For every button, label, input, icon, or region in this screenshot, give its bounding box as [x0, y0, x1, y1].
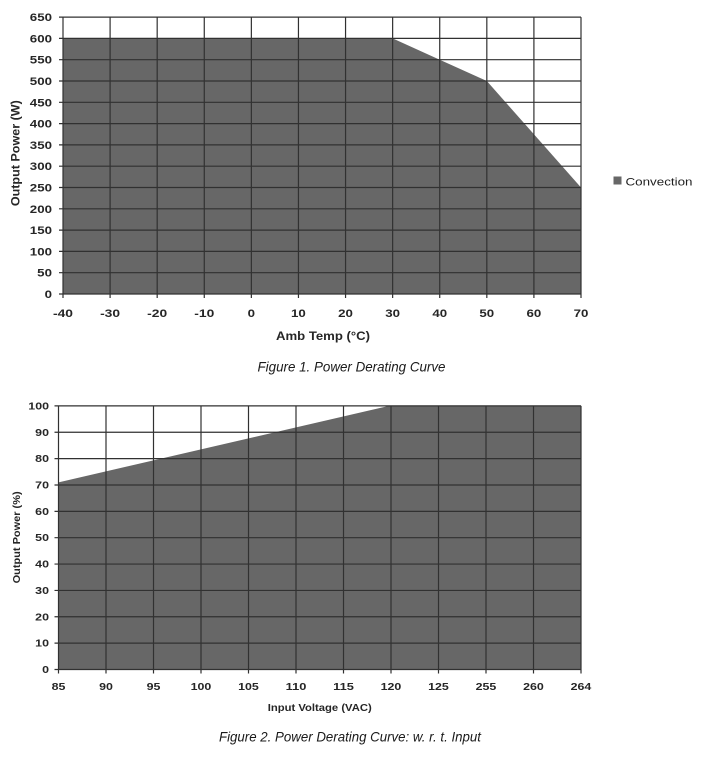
svg-text:90: 90 — [35, 428, 49, 439]
svg-text:Figure 1. Power Derating Curve: Figure 1. Power Derating Curve — [258, 359, 446, 375]
svg-text:300: 300 — [30, 161, 52, 173]
svg-text:100: 100 — [30, 246, 52, 258]
svg-text:250: 250 — [30, 183, 52, 195]
svg-text:30: 30 — [385, 308, 400, 320]
svg-text:150: 150 — [30, 225, 52, 237]
svg-text:Figure 2. Power Derating Curve: Figure 2. Power Derating Curve: w. r. t.… — [219, 729, 482, 745]
svg-text:-30: -30 — [100, 308, 120, 320]
svg-text:550: 550 — [30, 55, 52, 67]
svg-text:-10: -10 — [194, 308, 214, 320]
svg-text:0: 0 — [45, 289, 52, 301]
svg-text:40: 40 — [35, 560, 49, 571]
svg-text:350: 350 — [30, 140, 52, 152]
svg-text:70: 70 — [35, 480, 49, 491]
svg-text:650: 650 — [30, 12, 52, 24]
svg-text:500: 500 — [30, 76, 52, 88]
svg-text:60: 60 — [35, 507, 49, 518]
svg-text:30: 30 — [35, 586, 49, 597]
svg-text:-40: -40 — [53, 308, 73, 320]
svg-text:Output Power (W): Output Power (W) — [10, 100, 22, 206]
svg-text:95: 95 — [147, 682, 161, 693]
svg-text:400: 400 — [30, 119, 52, 131]
svg-text:40: 40 — [432, 308, 447, 320]
svg-text:10: 10 — [291, 308, 306, 320]
svg-text:264: 264 — [571, 682, 592, 693]
svg-text:10: 10 — [35, 639, 49, 650]
svg-text:0: 0 — [42, 665, 49, 676]
svg-text:60: 60 — [527, 308, 542, 320]
svg-text:50: 50 — [479, 308, 494, 320]
svg-text:90: 90 — [99, 682, 113, 693]
svg-text:70: 70 — [574, 308, 589, 320]
svg-text:125: 125 — [428, 682, 449, 693]
svg-text:100: 100 — [28, 401, 49, 412]
svg-text:450: 450 — [30, 97, 52, 109]
svg-text:105: 105 — [238, 682, 259, 693]
svg-text:260: 260 — [523, 682, 544, 693]
svg-text:Output Power (%): Output Power (%) — [11, 491, 23, 583]
svg-text:110: 110 — [286, 682, 307, 693]
svg-text:Input Voltage (VAC): Input Voltage (VAC) — [268, 702, 372, 714]
svg-text:80: 80 — [35, 454, 49, 465]
svg-text:200: 200 — [30, 204, 52, 216]
svg-text:120: 120 — [381, 682, 402, 693]
svg-text:50: 50 — [35, 533, 49, 544]
svg-text:115: 115 — [333, 682, 354, 693]
svg-text:Amb Temp (°C): Amb Temp (°C) — [276, 331, 370, 343]
svg-text:-20: -20 — [147, 308, 167, 320]
svg-text:20: 20 — [35, 612, 49, 623]
svg-text:20: 20 — [338, 308, 353, 320]
svg-text:0: 0 — [248, 308, 255, 320]
svg-text:50: 50 — [37, 268, 52, 280]
svg-text:Convection: Convection — [626, 177, 693, 189]
svg-text:255: 255 — [476, 682, 497, 693]
svg-text:100: 100 — [191, 682, 212, 693]
svg-text:85: 85 — [52, 682, 66, 693]
svg-text:600: 600 — [30, 33, 52, 45]
